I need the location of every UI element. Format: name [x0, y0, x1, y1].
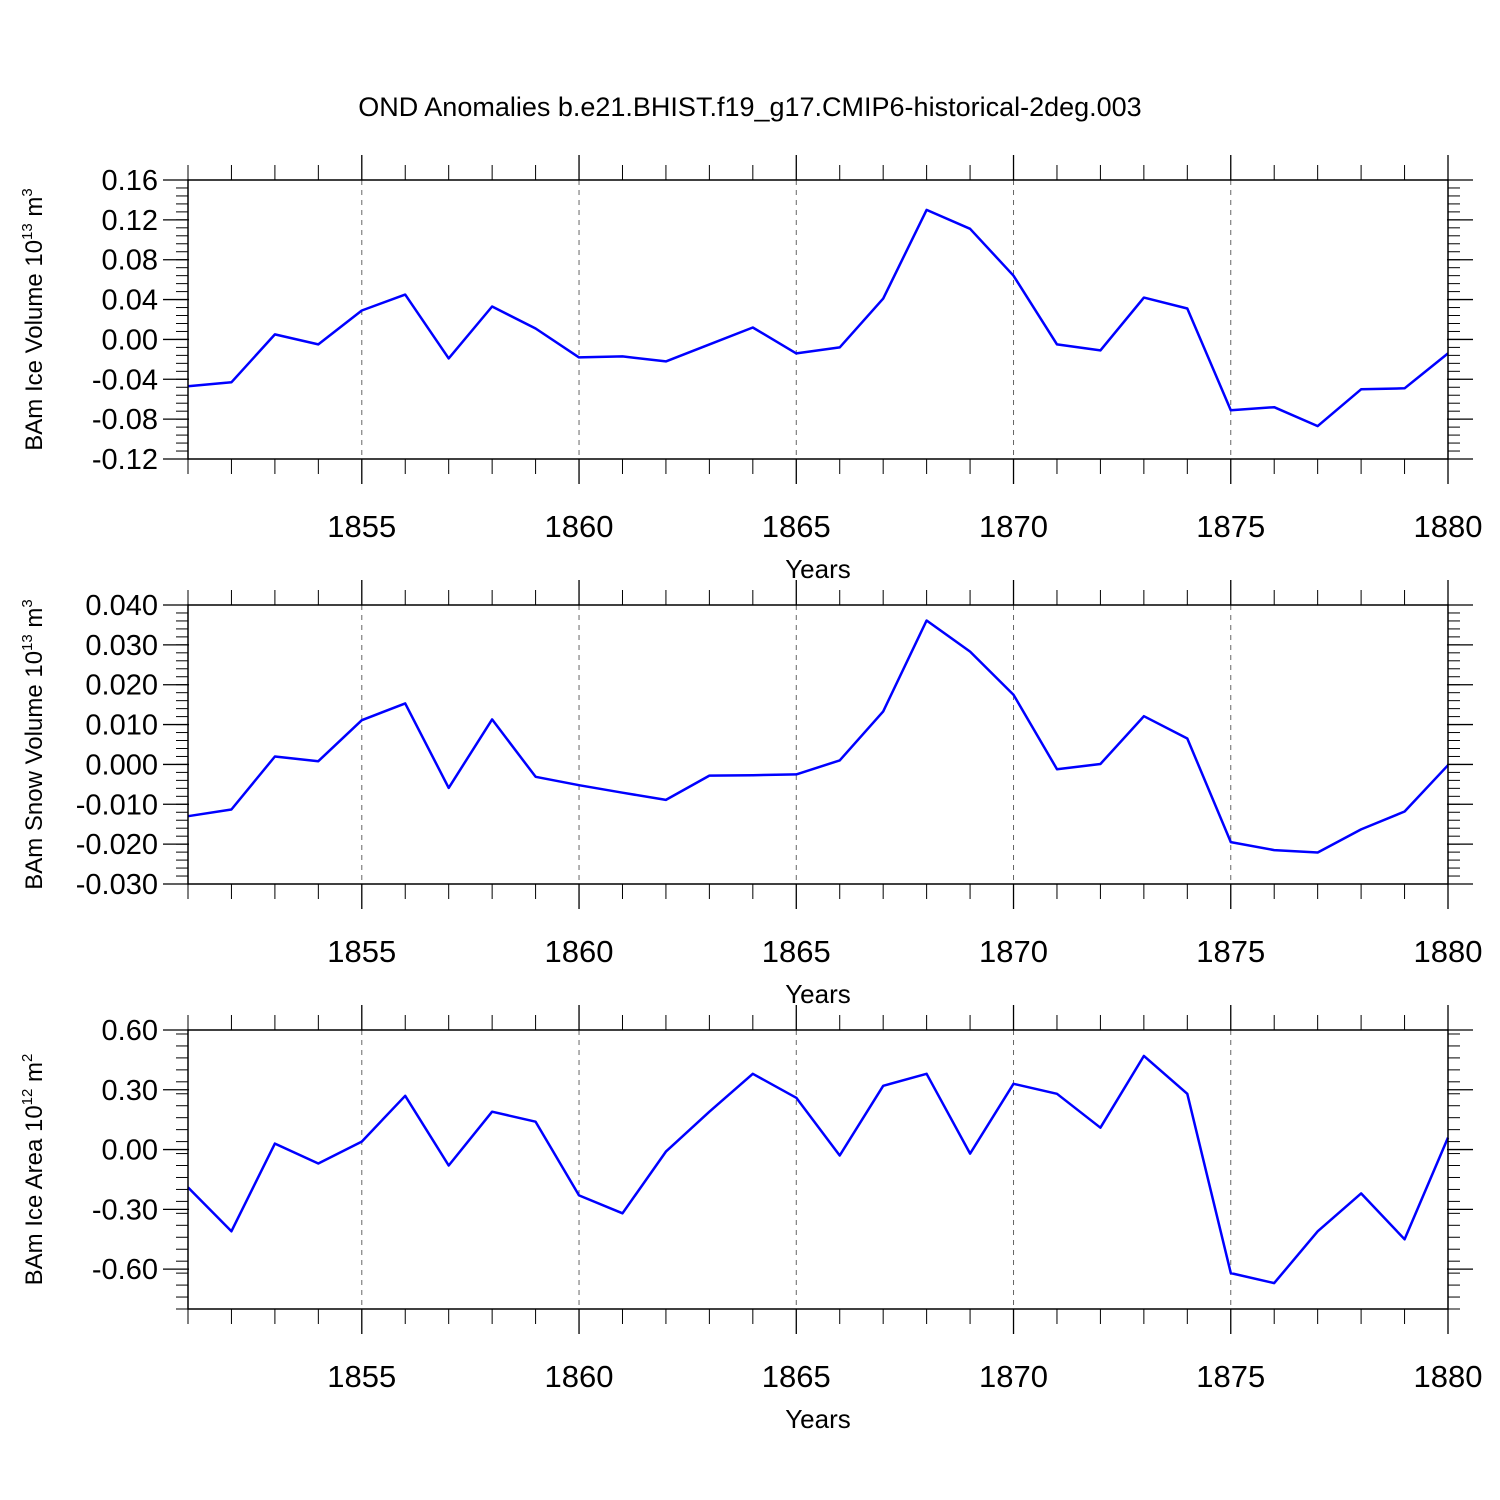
y-tick-label: 0.16 [102, 165, 158, 197]
x-axis-label: Years [785, 979, 851, 1009]
x-tick-label: 1875 [1196, 509, 1265, 544]
x-axis-label: Years [785, 554, 851, 584]
y-tick-label: -0.020 [76, 829, 158, 861]
y-tick-label: -0.60 [92, 1254, 158, 1286]
y-tick-label: 0.30 [102, 1075, 158, 1107]
y-axis-label: BAm Snow Volume 1013 m3 [19, 599, 48, 890]
x-tick-label: 1860 [545, 1359, 614, 1394]
y-tick-label: 0.60 [102, 1015, 158, 1047]
plot-frame [187, 604, 1449, 885]
x-tick-label: 1875 [1196, 1359, 1265, 1394]
y-tick-label: -0.04 [92, 364, 158, 396]
y-tick-label: 0.040 [85, 590, 158, 622]
y-tick-label: 0.00 [102, 324, 158, 356]
x-tick-label: 1865 [762, 1359, 831, 1394]
y-tick-label: -0.12 [92, 444, 158, 476]
series-line [187, 208, 1449, 428]
y-tick-label: -0.010 [76, 789, 158, 821]
y-tick-label: 0.030 [85, 630, 158, 662]
y-tick-label: -0.30 [92, 1194, 158, 1226]
y-tick-label: 0.00 [102, 1135, 158, 1167]
x-tick-label: 1860 [545, 509, 614, 544]
plot-frame [187, 179, 1449, 460]
y-tick-label: -0.08 [92, 404, 158, 436]
y-tick-label: 0.12 [102, 205, 158, 237]
x-tick-label: 1875 [1196, 934, 1265, 969]
x-tick-label: 1855 [327, 509, 396, 544]
series-line [187, 619, 1449, 854]
x-tick-label: 1880 [1414, 934, 1483, 969]
panel-ice-area: -0.60 -0.30 0.00 0.30 0.60 1855 1860 1865 1870 18… [19, 1005, 1482, 1434]
y-tick-label: 0.010 [85, 710, 158, 742]
x-tick-label: 1865 [762, 509, 831, 544]
series-line [187, 1054, 1450, 1285]
panel-ice-volume: -0.12 -0.08 -0.04 0.00 0.04 0.08 0.12 0.16 1855 1… [19, 155, 1482, 584]
x-tick-label: 1870 [979, 934, 1048, 969]
x-axis-label: Years [785, 1404, 851, 1434]
x-tick-label: 1880 [1414, 1359, 1483, 1394]
chart-title: OND Anomalies b.e21.BHIST.f19_g17.CMIP6-… [358, 92, 1141, 122]
x-tick-label: 1855 [327, 934, 396, 969]
x-tick-label: 1870 [979, 509, 1048, 544]
y-tick-label: -0.030 [76, 869, 158, 901]
y-axis-label: BAm Ice Volume 1013 m3 [19, 188, 48, 450]
plot-frame [187, 1029, 1449, 1310]
x-tick-label: 1855 [327, 1359, 396, 1394]
x-tick-label: 1870 [979, 1359, 1048, 1394]
y-tick-label: 0.08 [102, 245, 158, 277]
y-tick-label: 0.000 [85, 749, 158, 781]
x-tick-label: 1860 [545, 934, 614, 969]
y-tick-label: 0.04 [102, 285, 158, 317]
x-tick-label: 1880 [1414, 509, 1483, 544]
panel-snow-volume: -0.030 -0.020 -0.010 0.000 0.010 0.020 0.030 0.… [19, 580, 1482, 1009]
y-axis-label: BAm Ice Area 1012 m2 [19, 1054, 48, 1286]
x-tick-label: 1865 [762, 934, 831, 969]
y-tick-label: 0.020 [85, 670, 158, 702]
